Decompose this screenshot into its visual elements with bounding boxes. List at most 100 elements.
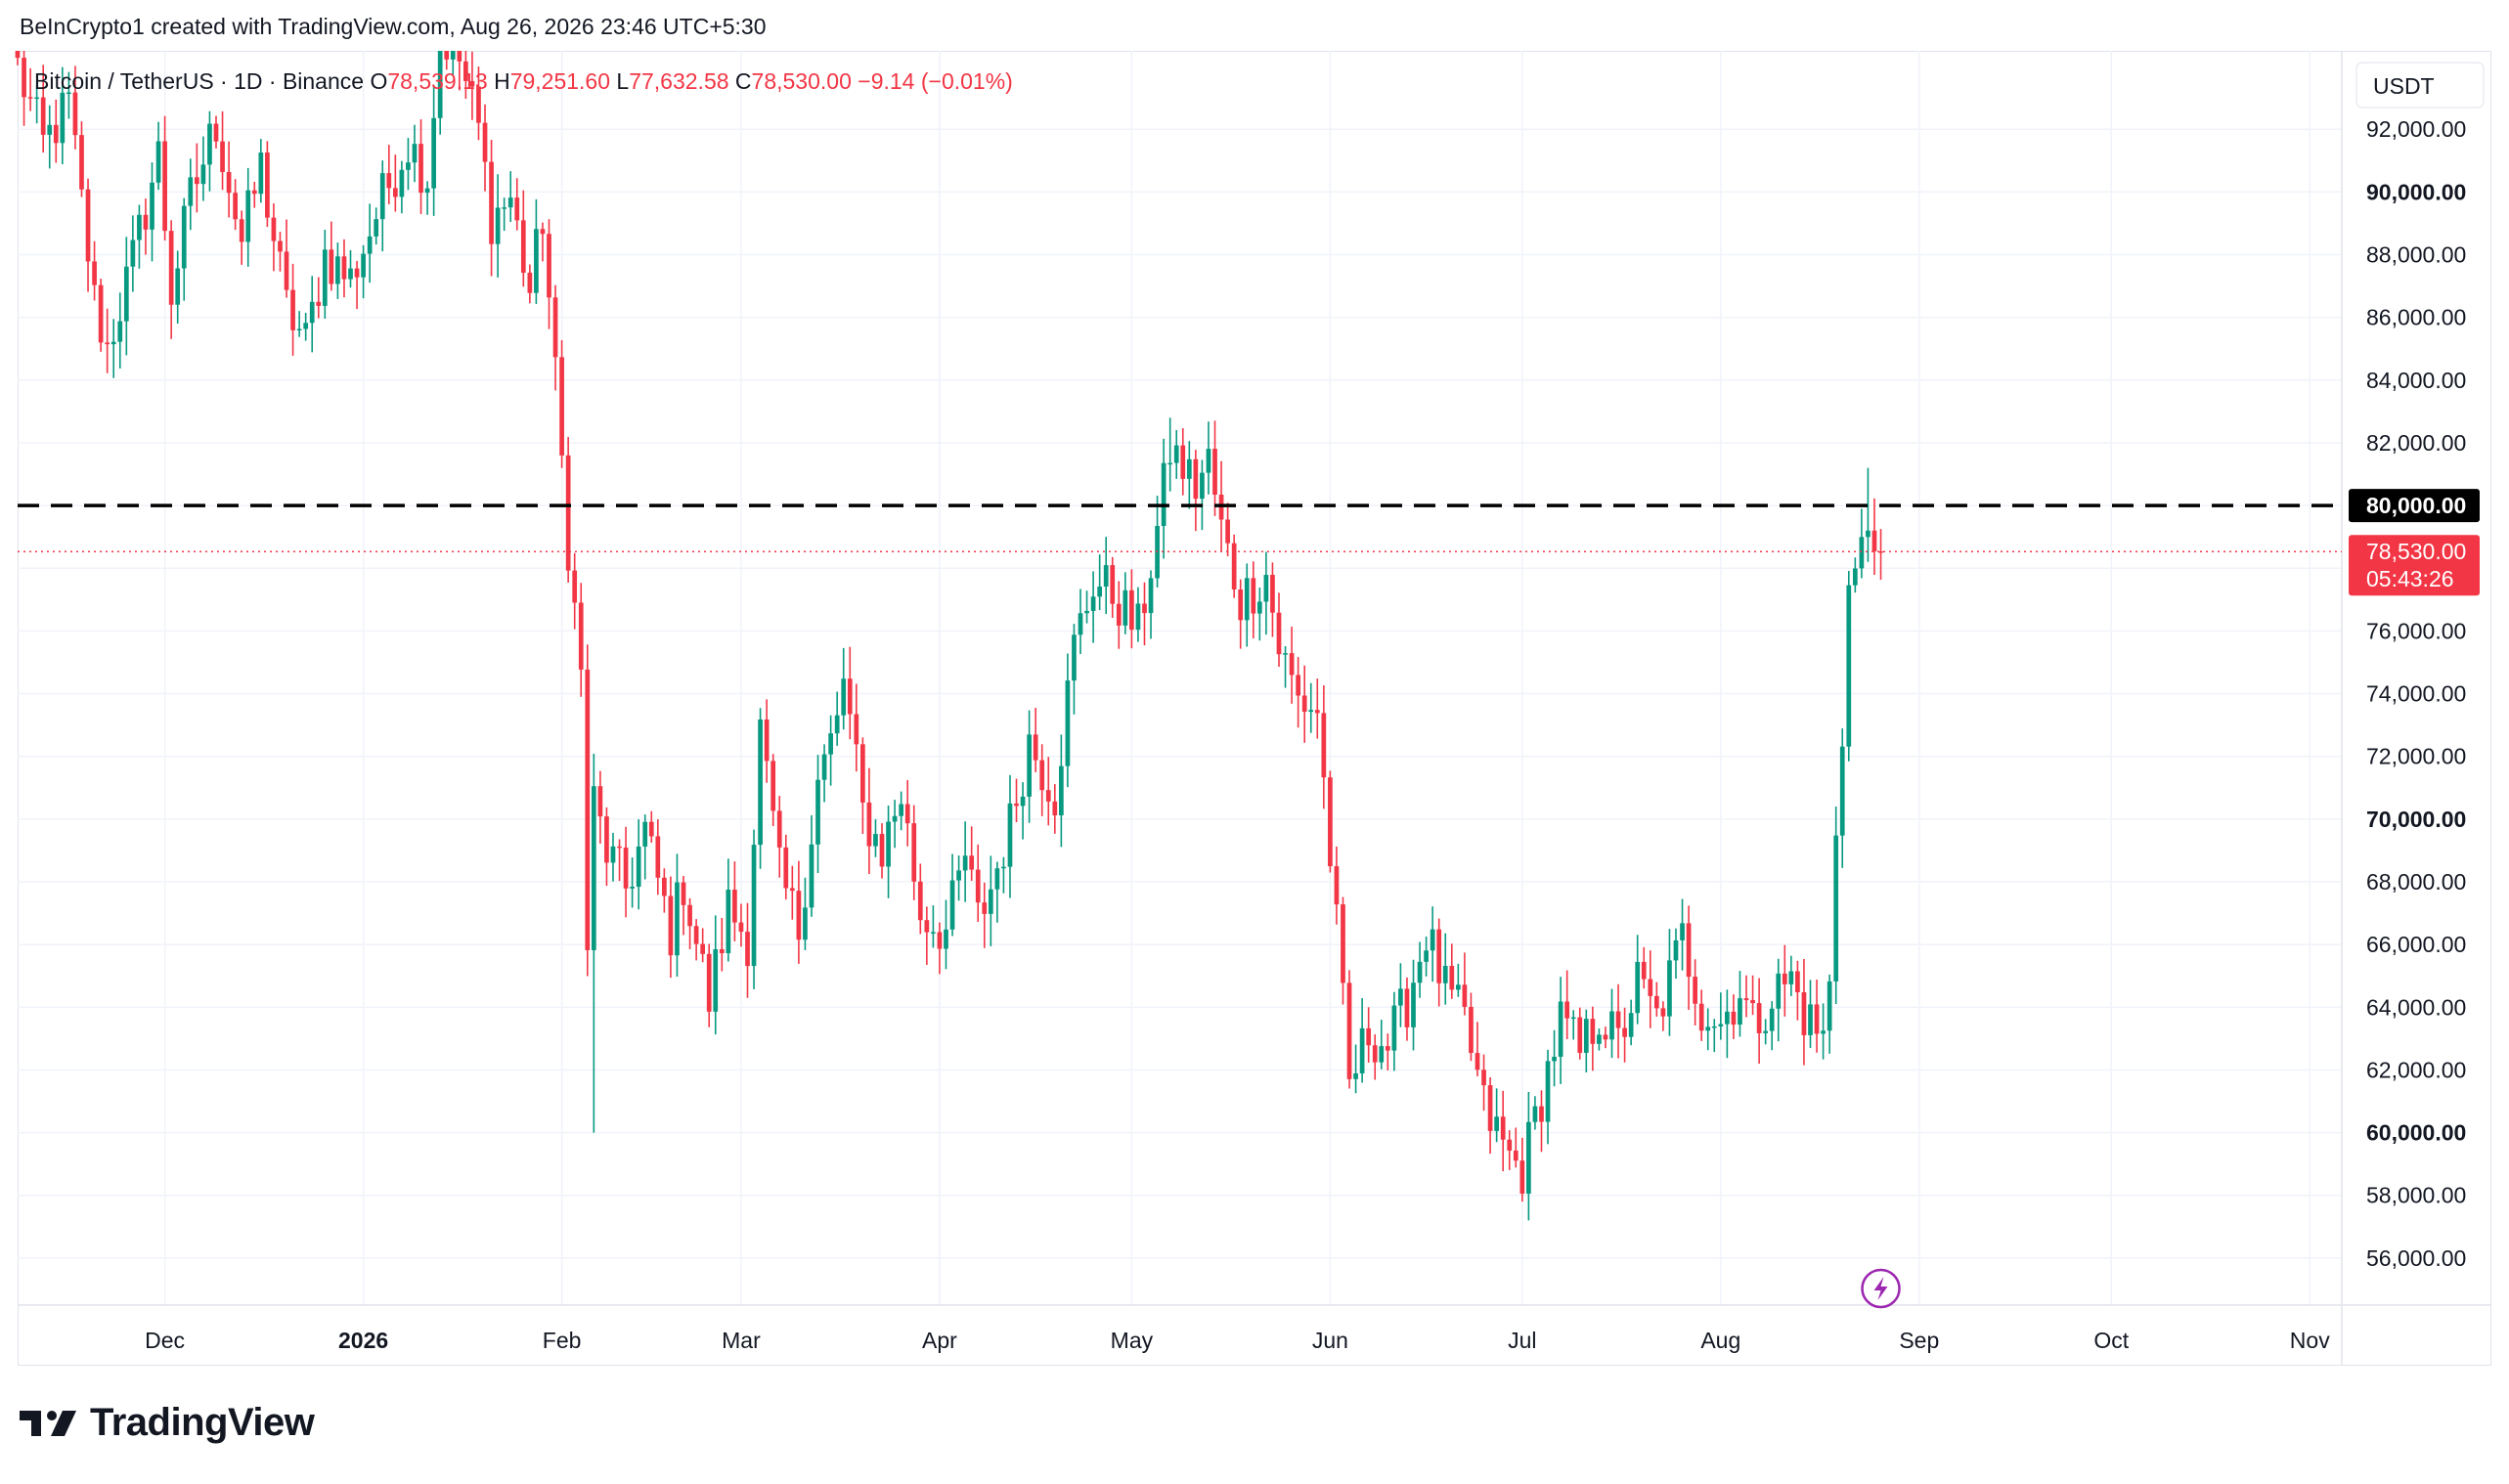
candle-body	[693, 926, 699, 944]
candle-body	[290, 289, 295, 330]
price-scale: USDT 92,000.00 90,000.00 88,000.00 86,000.00…	[2349, 62, 2485, 1271]
candle-body	[1052, 801, 1058, 816]
candle-body	[245, 190, 251, 242]
candle-body	[1871, 530, 1877, 551]
candle-body	[738, 922, 744, 933]
candle-body	[34, 97, 40, 100]
candle-body	[450, 51, 456, 60]
candle-body	[1142, 603, 1147, 614]
price-tick-label: 92,000.00	[2366, 116, 2466, 142]
candle-body	[630, 887, 635, 889]
candle-body	[322, 249, 328, 306]
candle-body	[732, 890, 737, 923]
high-value: 79,251.60	[509, 68, 611, 94]
candle-body	[1641, 961, 1647, 980]
candle-body	[123, 266, 129, 322]
candle-body	[1866, 530, 1871, 538]
candle-body	[1097, 587, 1103, 597]
candle-body	[924, 920, 930, 933]
low-label: L	[616, 68, 630, 94]
candle-body	[1020, 796, 1026, 807]
candle-body	[1653, 995, 1659, 1009]
symbol-title[interactable]: Bitcoin / TetherUS · 1D · Binance	[34, 68, 365, 94]
candle-body	[431, 117, 436, 189]
candle-body	[949, 880, 955, 930]
candle-body	[374, 219, 379, 237]
candle-body	[1116, 603, 1122, 626]
candle-body	[1301, 695, 1307, 713]
candle-body	[713, 948, 719, 1012]
bar-countdown-label: 05:43:26	[2366, 566, 2454, 591]
candle-body	[251, 190, 257, 195]
candle-body	[1839, 746, 1845, 836]
candle-body	[956, 870, 961, 881]
candle-body	[911, 823, 917, 882]
candle-body	[642, 821, 648, 847]
candle-body	[1007, 803, 1013, 867]
candle-body	[1635, 961, 1641, 1014]
candle-body	[770, 761, 776, 811]
tradingview-logo-text: TradingView	[90, 1401, 315, 1444]
candle-body	[597, 786, 603, 817]
candle-body	[1570, 1017, 1576, 1020]
candle-body	[437, 51, 443, 118]
candle-body	[1519, 1160, 1525, 1195]
candle-body	[1552, 1057, 1557, 1062]
candle-body	[258, 153, 264, 195]
candle-body	[540, 229, 546, 235]
price-tick-label: 62,000.00	[2366, 1057, 2466, 1082]
candle-body	[1667, 960, 1672, 1017]
candle-body	[1186, 458, 1192, 479]
candle-body	[854, 714, 859, 745]
candle-body	[303, 323, 309, 329]
candle-body	[751, 845, 757, 967]
price-tick-label: 68,000.00	[2366, 869, 2466, 895]
candle-body	[418, 144, 423, 194]
tradingview-logo[interactable]: TradingView	[20, 1401, 315, 1445]
price-tick-label: 64,000.00	[2366, 994, 2466, 1020]
candle-body	[1263, 575, 1269, 602]
candle-body	[1769, 1008, 1775, 1031]
candle-body	[98, 284, 104, 343]
candle-body	[610, 846, 616, 863]
candle-body	[591, 786, 596, 950]
candle-body	[1256, 601, 1262, 614]
candle-body	[79, 135, 84, 190]
candle-body	[1417, 961, 1423, 983]
candle-body	[847, 678, 853, 715]
candle-body	[1173, 445, 1179, 463]
event-marker-icon[interactable]	[1861, 1268, 1901, 1309]
candle-body	[1289, 653, 1295, 676]
candle-body	[1564, 1001, 1570, 1019]
candle-body	[457, 51, 462, 62]
candle-body	[1404, 988, 1410, 1027]
candle-body	[1334, 866, 1340, 905]
candle-body	[547, 234, 551, 298]
candle-body	[1558, 1001, 1563, 1058]
candle-body	[559, 357, 564, 456]
candle-body	[1603, 1034, 1608, 1040]
last-price-label: 78,530.00	[2366, 539, 2466, 564]
candle-body	[1296, 675, 1300, 696]
candle-body	[1110, 565, 1116, 604]
candle-body	[783, 847, 789, 889]
candle-body	[1180, 445, 1186, 479]
candle-body	[1072, 634, 1077, 681]
candle-body	[904, 804, 910, 824]
low-value: 77,632.58	[629, 68, 729, 94]
candle-body	[329, 249, 334, 284]
candle-body	[406, 162, 411, 170]
candle-body	[1027, 734, 1032, 797]
resistance-price-label: 80,000.00	[2366, 493, 2466, 518]
candle-body	[117, 321, 123, 342]
candle-body	[1135, 603, 1141, 631]
time-tick-label: 2026	[338, 1328, 388, 1353]
candle-body	[828, 733, 833, 755]
candle-body	[1750, 1000, 1755, 1004]
candle-body	[341, 256, 347, 280]
candle-body	[1161, 462, 1166, 527]
candle-body	[1487, 1085, 1493, 1131]
candle-body	[1814, 1004, 1820, 1034]
candle-body	[745, 932, 750, 967]
